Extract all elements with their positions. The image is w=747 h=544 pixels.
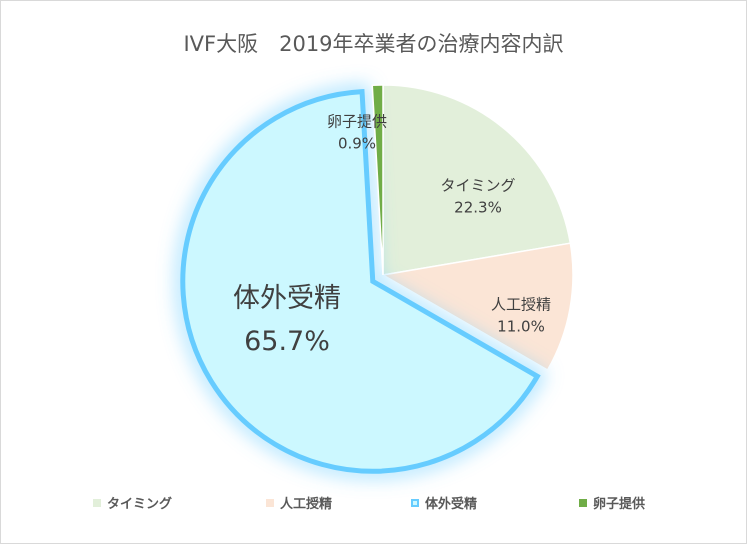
- slice-label-insemination-name: 人工授精: [490, 295, 552, 314]
- pie-slice-timing: [382, 84, 572, 276]
- slice-label-ivf-name: 体外受精: [233, 282, 341, 314]
- slice-label-timing-value: 22.3%: [454, 198, 502, 216]
- legend-label-egg-donation: 卵子提供: [593, 497, 646, 512]
- legend-item-insemination: 人工授精: [266, 493, 332, 512]
- slice-label-insemination: 人工授精 11.0%: [491, 294, 551, 338]
- chart-title: IVF大阪 2019年卒業者の治療内容内訳: [183, 32, 564, 56]
- slice-label-timing: タイミング 22.3%: [440, 175, 515, 219]
- pie-slice-ivf: [180, 88, 541, 474]
- legend-swatch-ivf: [411, 498, 419, 507]
- slice-label-egg-donation-value: 0.9%: [337, 134, 377, 152]
- legend-label-insemination: 人工授精: [280, 497, 333, 512]
- slice-label-egg-donation: 卵子提供 0.9%: [327, 111, 387, 155]
- pie-slice-egg-donation: [371, 84, 384, 276]
- slice-label-ivf-value: 65.7%: [244, 326, 330, 357]
- pie-slice-insemination: [380, 242, 574, 372]
- legend-swatch-timing: [93, 498, 101, 507]
- legend-item-egg-donation: 卵子提供: [579, 493, 645, 512]
- legend-label-ivf: 体外受精: [425, 497, 478, 512]
- legend-swatch-egg-donation: [579, 498, 587, 507]
- legend-item-timing: タイミング: [93, 493, 172, 512]
- legend-label-timing: タイミング: [107, 497, 173, 512]
- legend-item-ivf: 体外受精: [411, 493, 477, 512]
- slice-label-insemination-value: 11.0%: [497, 317, 545, 335]
- slice-label-timing-name: タイミング: [440, 176, 516, 195]
- slice-label-egg-donation-name: 卵子提供: [326, 112, 388, 131]
- slice-label-ivf: 体外受精 65.7%: [233, 277, 341, 363]
- legend: タイミング 人工授精 体外受精 卵子提供: [0, 493, 747, 515]
- legend-swatch-insemination: [266, 498, 274, 507]
